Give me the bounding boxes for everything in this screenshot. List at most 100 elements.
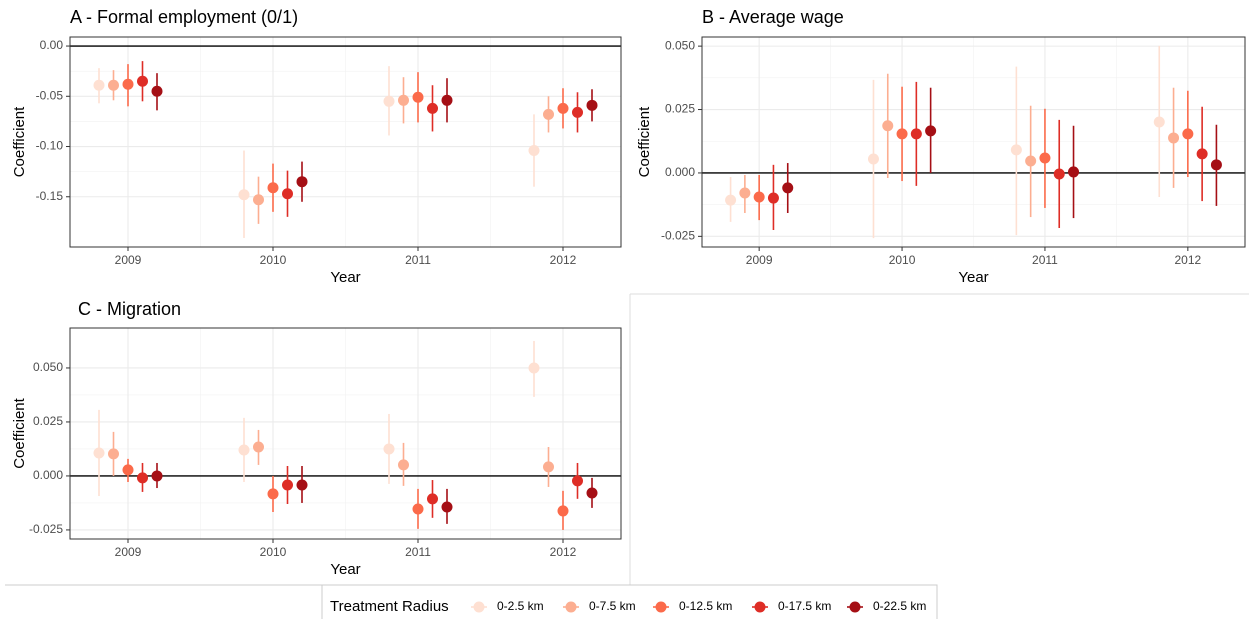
point <box>93 79 105 91</box>
point <box>1025 155 1037 167</box>
point <box>753 191 765 203</box>
point <box>767 192 779 204</box>
point <box>296 479 308 491</box>
x-axis-title: Year <box>330 269 360 286</box>
point <box>543 461 554 473</box>
x-tick-label: 2010 <box>260 545 287 559</box>
point <box>441 501 453 513</box>
x-tick-label: 2012 <box>550 545 577 559</box>
x-axis-title: Year <box>330 561 360 578</box>
y-tick-label: -0.15 <box>36 189 64 203</box>
legend-key <box>754 601 766 613</box>
point <box>1010 144 1022 156</box>
point <box>925 125 937 137</box>
legend-title: Treatment Radius <box>330 598 449 615</box>
y-axis-title: Coefficient <box>11 397 28 468</box>
point <box>383 95 395 107</box>
point <box>238 444 250 456</box>
chart-title: A - Formal employment (0/1) <box>70 7 298 27</box>
chart-title: B - Average wage <box>702 7 844 27</box>
panel-border <box>69 36 622 248</box>
y-tick-label: 0.00 <box>40 38 64 52</box>
y-tick-label: -0.025 <box>29 522 63 536</box>
point <box>383 443 395 455</box>
legend-key <box>565 601 577 613</box>
panel-border <box>701 36 1246 248</box>
point <box>137 472 148 484</box>
x-tick-label: 2011 <box>1032 253 1058 267</box>
point <box>238 189 250 201</box>
point <box>1182 128 1194 140</box>
point <box>151 470 163 482</box>
y-tick-label: -0.05 <box>36 88 64 102</box>
y-tick-label: 0.000 <box>665 165 695 179</box>
point <box>122 78 134 90</box>
point <box>412 91 424 103</box>
point <box>867 153 879 165</box>
point <box>586 99 598 111</box>
x-tick-label: 2011 <box>405 253 431 267</box>
point <box>398 459 409 471</box>
point <box>572 106 583 118</box>
point <box>267 488 279 500</box>
point <box>108 79 119 91</box>
x-tick-label: 2010 <box>260 253 287 267</box>
point <box>267 182 279 194</box>
x-tick-label: 2010 <box>889 253 916 267</box>
point <box>725 194 737 206</box>
point <box>739 187 751 199</box>
y-tick-label: -0.10 <box>36 139 64 153</box>
point <box>93 447 105 459</box>
y-tick-label: -0.025 <box>661 229 695 243</box>
point <box>398 94 409 106</box>
point <box>782 182 794 194</box>
x-tick-label: 2011 <box>405 545 431 559</box>
x-tick-label: 2009 <box>115 545 142 559</box>
point <box>137 75 148 87</box>
point <box>1168 132 1180 144</box>
y-axis-title: Coefficient <box>11 106 28 177</box>
point <box>427 102 438 114</box>
point <box>557 505 569 517</box>
point <box>882 120 894 132</box>
point <box>108 448 119 460</box>
point <box>282 479 293 491</box>
legend-key <box>655 601 667 613</box>
y-axis-title: Coefficient <box>636 106 653 177</box>
point <box>253 194 264 206</box>
point <box>1039 152 1051 164</box>
point <box>253 441 264 453</box>
point <box>586 487 598 499</box>
point <box>441 94 453 106</box>
point <box>557 102 569 114</box>
chart-title: C - Migration <box>78 299 181 319</box>
y-tick-label: 0.050 <box>665 38 695 52</box>
point <box>427 493 438 505</box>
point <box>1196 148 1208 160</box>
x-axis-title: Year <box>958 269 988 286</box>
y-tick-label: 0.025 <box>33 414 63 428</box>
legend-label: 0-17.5 km <box>778 599 831 613</box>
point <box>528 145 540 157</box>
legend-key <box>473 601 485 613</box>
point <box>896 128 908 140</box>
point <box>910 128 922 140</box>
x-tick-label: 2012 <box>550 253 577 267</box>
legend-label: 0-2.5 km <box>497 599 544 613</box>
y-tick-label: 0.050 <box>33 360 63 374</box>
point <box>122 464 134 476</box>
point <box>296 176 308 188</box>
point <box>572 475 583 487</box>
point <box>543 108 554 120</box>
point <box>528 362 540 374</box>
legend-box <box>321 584 938 624</box>
legend-key <box>849 601 861 613</box>
point <box>1210 159 1222 171</box>
x-tick-label: 2012 <box>1174 253 1201 267</box>
panel-border <box>69 327 622 540</box>
point <box>282 188 293 200</box>
point <box>412 503 424 515</box>
point <box>1068 166 1080 178</box>
legend-label: 0-12.5 km <box>679 599 732 613</box>
y-tick-label: 0.000 <box>33 468 63 482</box>
